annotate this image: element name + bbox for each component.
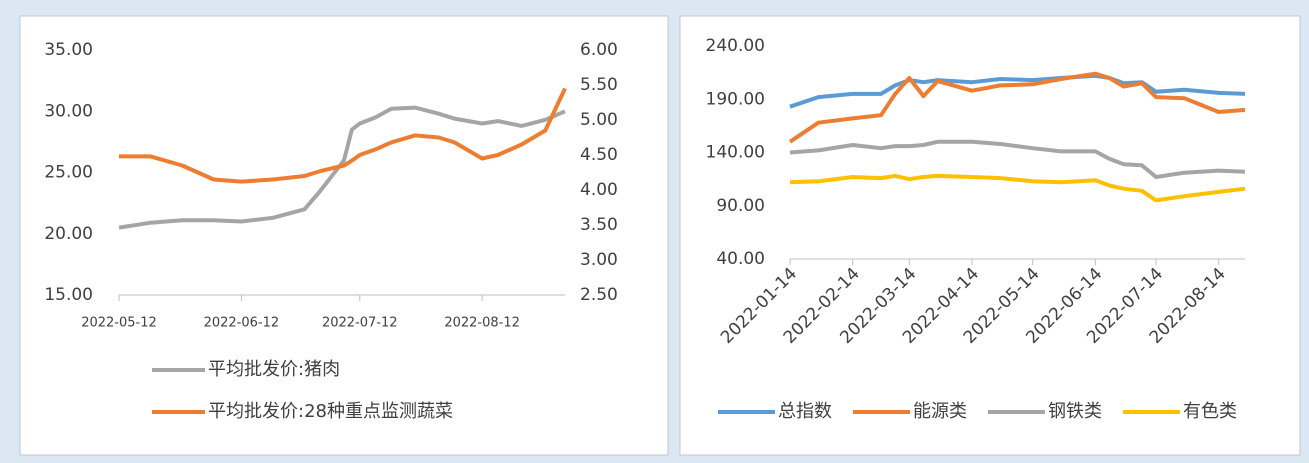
y-tick-label: 40.00 xyxy=(716,249,765,269)
y-tick-label: 15.00 xyxy=(44,285,93,305)
y-tick-label: 90.00 xyxy=(716,196,765,216)
legend-label: 平均批发价:28种重点监测蔬菜 xyxy=(208,401,453,422)
legend-label: 钢铁类 xyxy=(1048,401,1102,422)
y2-tick-label: 4.00 xyxy=(580,180,618,200)
y-tick-label: 30.00 xyxy=(44,101,93,121)
y2-tick-label: 2.50 xyxy=(580,285,618,305)
y-tick-label: 190.00 xyxy=(706,89,765,109)
y2-tick-label: 5.00 xyxy=(580,110,618,130)
y2-tick-label: 4.50 xyxy=(580,145,618,165)
series-line xyxy=(789,173,1246,203)
y2-tick-label: 6.00 xyxy=(580,40,618,60)
y-tick-label: 240.00 xyxy=(706,36,765,56)
y2-tick-label: 3.50 xyxy=(580,215,618,235)
y2-tick-label: 5.50 xyxy=(580,75,618,95)
x-tick-label: 2022-05-12 xyxy=(81,316,157,331)
y-tick-label: 20.00 xyxy=(44,224,93,244)
legend-label: 总指数 xyxy=(778,401,832,422)
x-tick-label: 2022-06-12 xyxy=(204,316,280,331)
series-line xyxy=(788,71,1246,144)
legend-label: 平均批发价:猪肉 xyxy=(208,359,340,380)
legend-label: 有色类 xyxy=(1183,401,1237,422)
y-tick-label: 35.00 xyxy=(44,40,93,60)
series-line xyxy=(119,87,567,184)
y2-tick-label: 3.00 xyxy=(580,250,618,270)
y-tick-label: 25.00 xyxy=(44,163,93,183)
y-tick-label: 140.00 xyxy=(706,143,765,163)
x-tick-label: 2022-07-12 xyxy=(322,316,398,331)
series-line xyxy=(789,73,1246,109)
series-line xyxy=(118,105,566,230)
legend-label: 能源类 xyxy=(913,401,967,422)
panel xyxy=(19,15,669,456)
series-line xyxy=(789,139,1246,179)
x-tick-label: 2022-08-12 xyxy=(444,316,520,331)
